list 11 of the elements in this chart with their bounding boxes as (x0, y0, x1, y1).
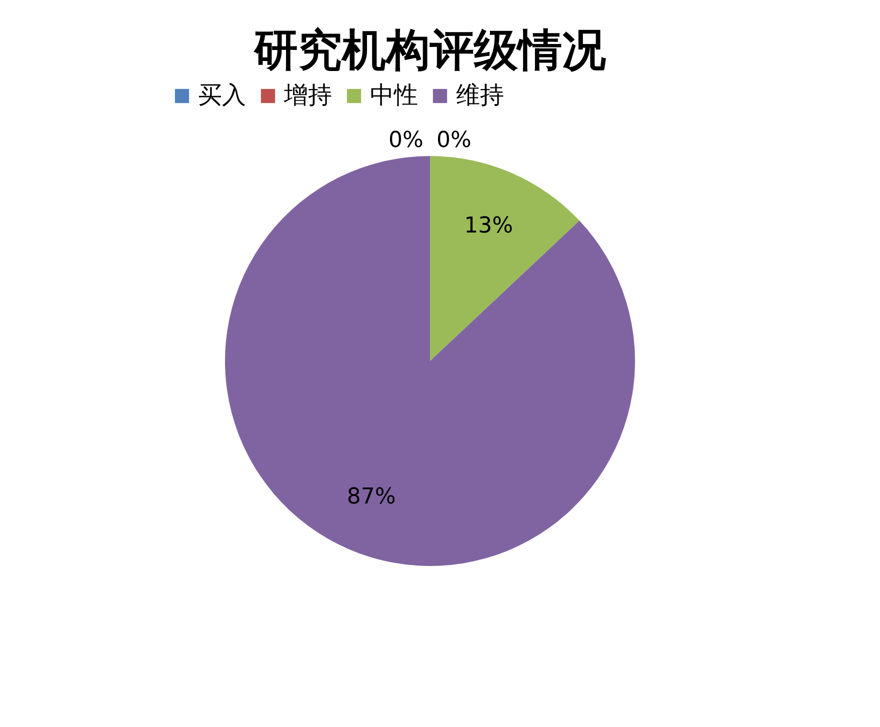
pie-slice (430, 156, 580, 361)
legend-label: 买入 (198, 81, 246, 109)
pie-slice (225, 156, 635, 566)
legend-label: 增持 (283, 81, 332, 109)
data-label: 87% (346, 484, 396, 510)
legend-label: 中性 (370, 81, 418, 109)
text: 0% (388, 128, 424, 153)
text: 0% (436, 128, 472, 153)
chart-title: 研究机构评级情况 (253, 25, 606, 76)
data-label: 13% (464, 214, 514, 239)
legend-label: 维持 (456, 81, 504, 109)
